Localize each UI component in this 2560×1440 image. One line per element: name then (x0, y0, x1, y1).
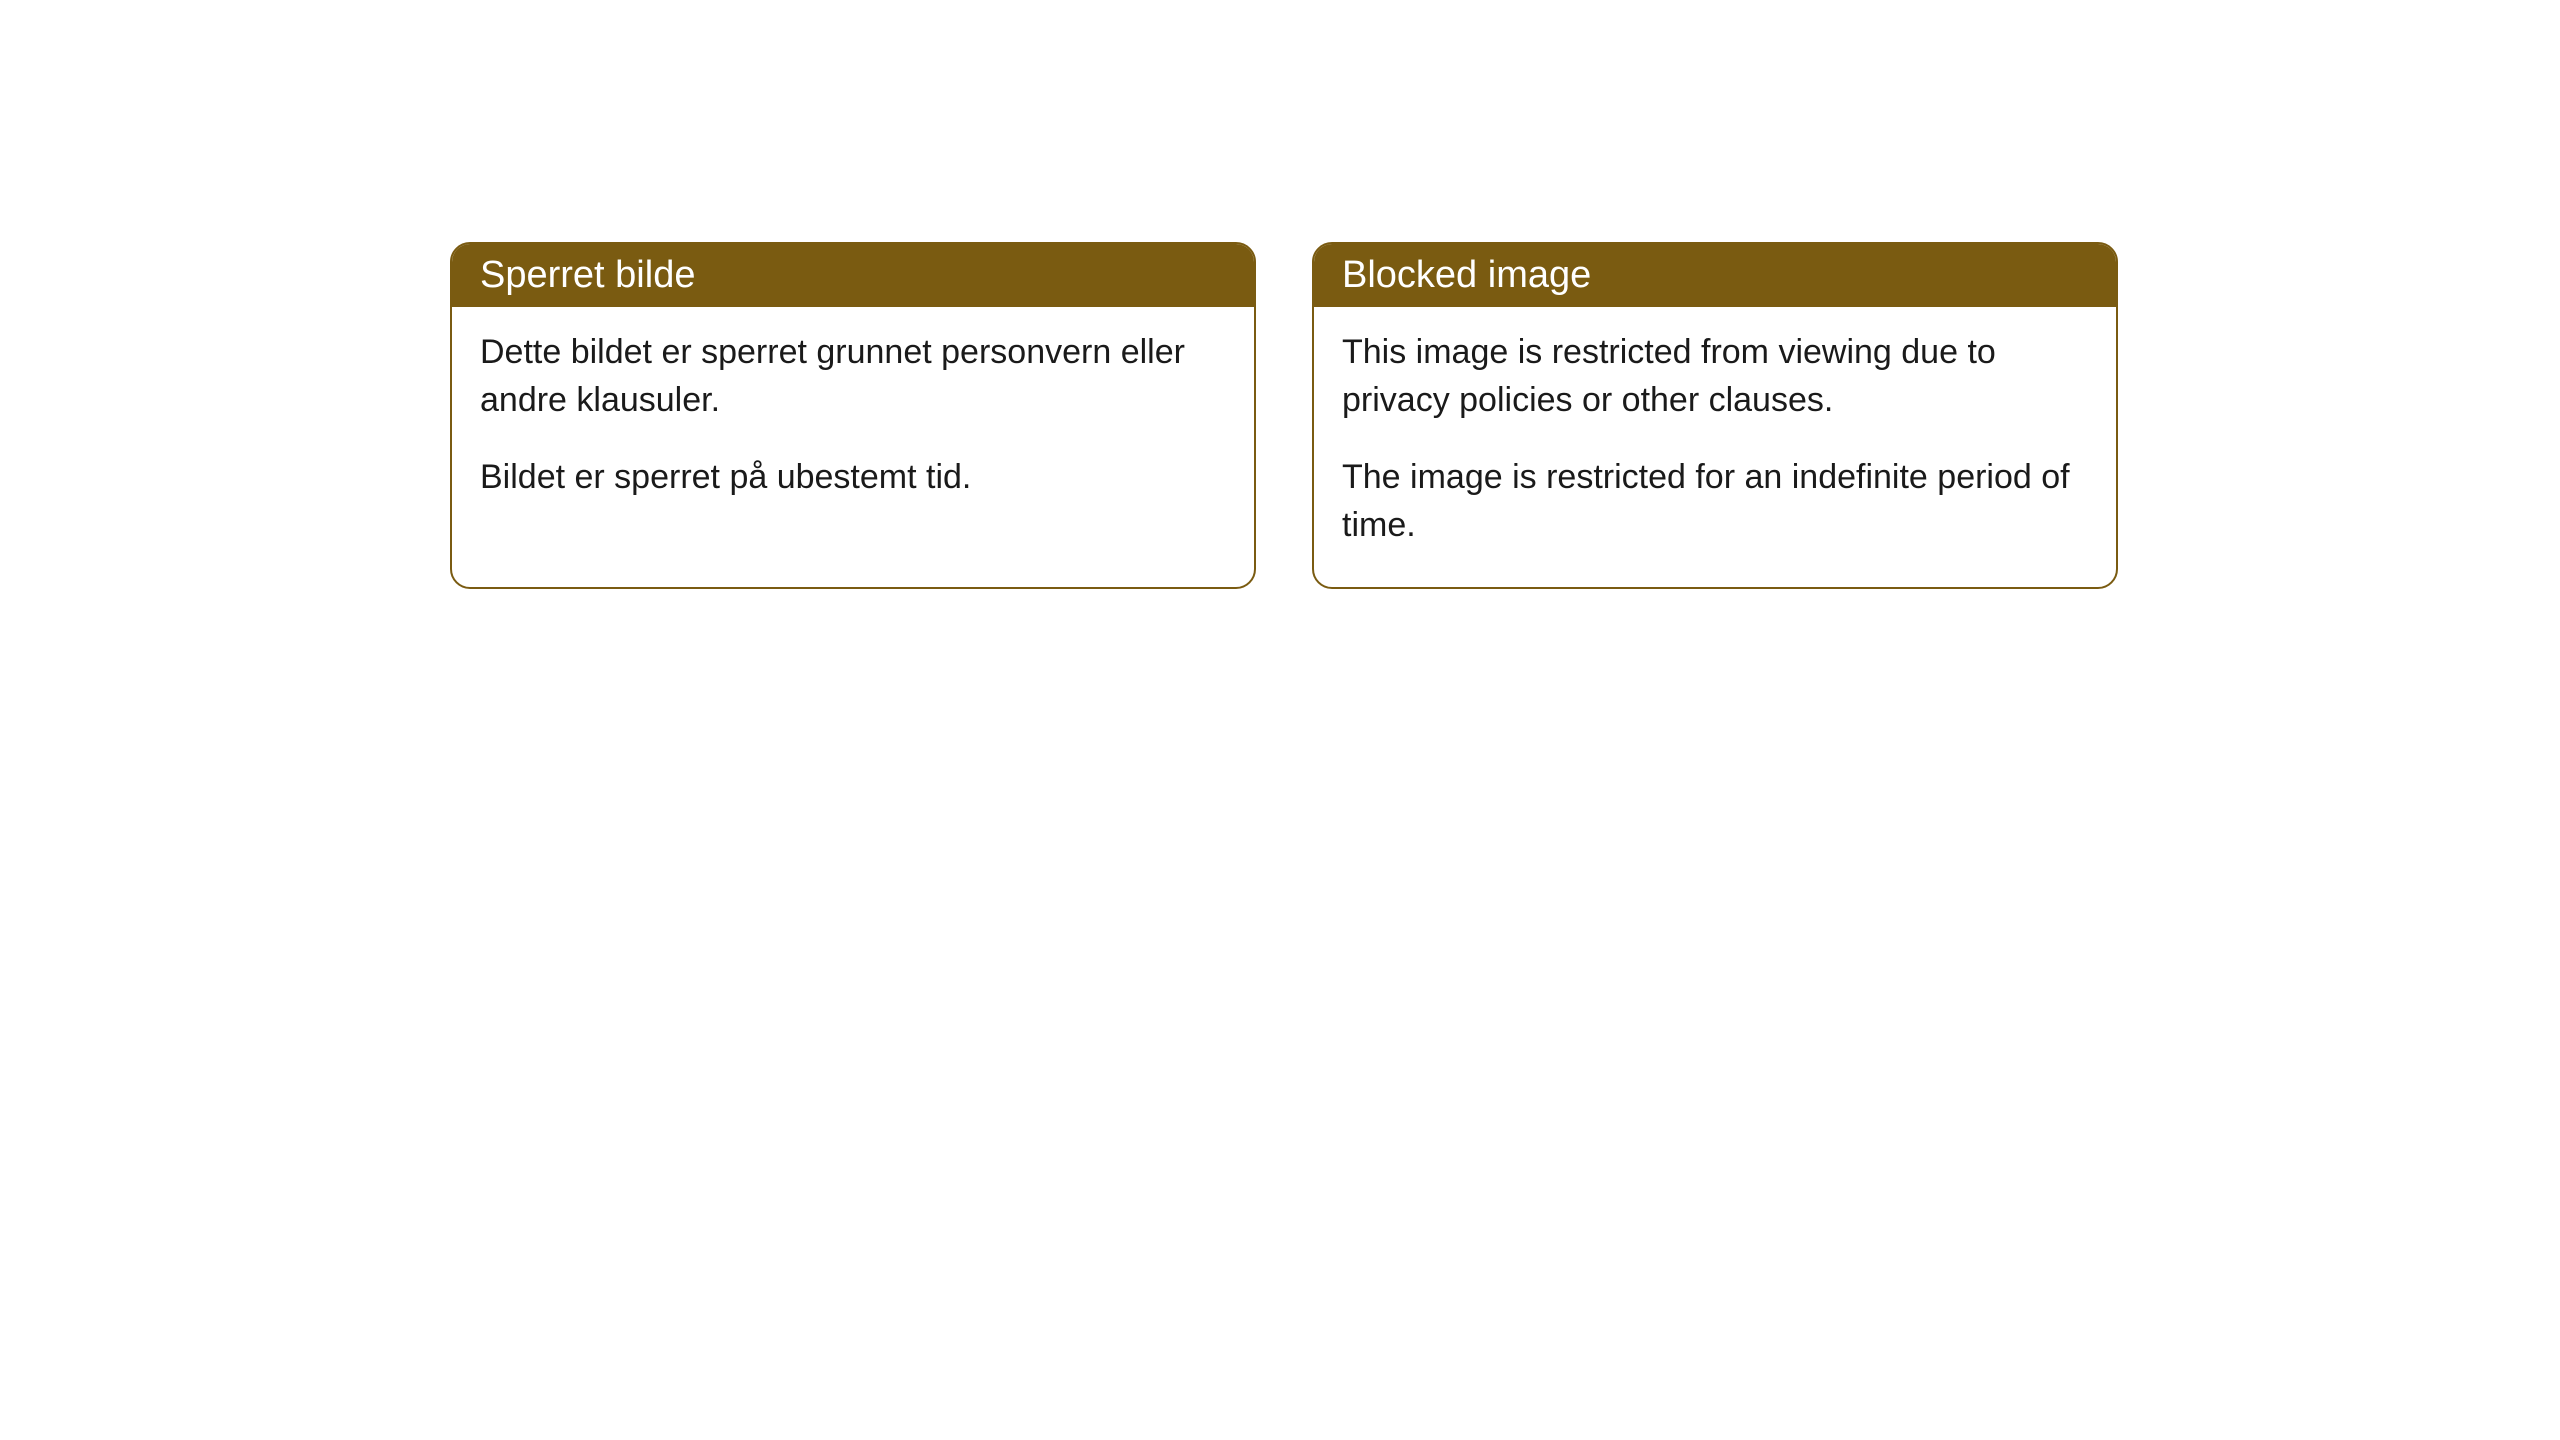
card-header: Sperret bilde (452, 244, 1254, 307)
notice-card-english: Blocked image This image is restricted f… (1312, 242, 2118, 589)
card-header: Blocked image (1314, 244, 2116, 307)
notice-container: Sperret bilde Dette bildet er sperret gr… (450, 242, 2118, 589)
notice-card-norwegian: Sperret bilde Dette bildet er sperret gr… (450, 242, 1256, 589)
notice-paragraph: Dette bildet er sperret grunnet personve… (480, 329, 1226, 424)
notice-paragraph: This image is restricted from viewing du… (1342, 329, 2088, 424)
notice-paragraph: Bildet er sperret på ubestemt tid. (480, 454, 1226, 502)
card-body: This image is restricted from viewing du… (1314, 307, 2116, 587)
card-body: Dette bildet er sperret grunnet personve… (452, 307, 1254, 540)
notice-paragraph: The image is restricted for an indefinit… (1342, 454, 2088, 549)
